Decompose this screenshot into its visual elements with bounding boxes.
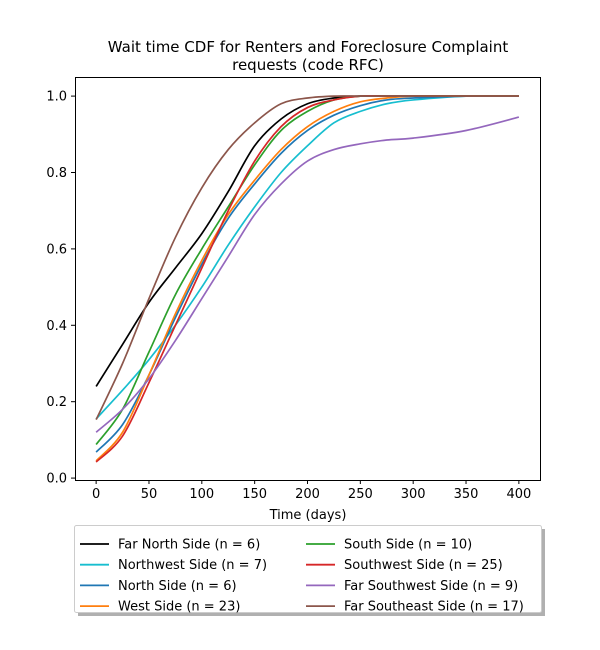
- y-tick-label: 0.6: [46, 242, 67, 257]
- y-tick-label: 0.4: [46, 319, 67, 334]
- series-line-7: [95, 95, 519, 421]
- legend-label-0: Far North Side (n = 6): [118, 538, 260, 553]
- series-line-1: [95, 94, 519, 420]
- legend-label-3: West Side (n = 23): [118, 600, 240, 615]
- y-tick-label: 0.0: [46, 472, 67, 487]
- legend-label-5: Southwest Side (n = 25): [344, 558, 503, 573]
- legend-label-7: Far Southeast Side (n = 17): [344, 600, 524, 615]
- y-tick-label: 1.0: [46, 90, 67, 105]
- x-tick-label: 400: [506, 487, 531, 502]
- y-tick-label: 0.2: [46, 395, 67, 410]
- legend-items: Far North Side (n = 6) Northwest Side (n …: [80, 538, 524, 615]
- x-tick-label: 250: [348, 487, 373, 502]
- x-tick-label: 200: [295, 487, 320, 502]
- series-line-6: [95, 116, 520, 433]
- x-tick-label: 150: [242, 487, 267, 502]
- x-axis-label: Time (days): [269, 508, 347, 523]
- plot-frame: [75, 77, 541, 481]
- legend-label-6: Far Southwest Side (n = 9): [344, 579, 518, 594]
- series-line-3: [95, 95, 519, 462]
- x-tick-label: 50: [141, 487, 158, 502]
- tick-group: 0 50 100 150 200 250 300 350 400 0.0 0.2 0.4 0.6 0.8 1…: [46, 90, 531, 502]
- series-line-0: [95, 95, 519, 387]
- x-tick-label: 100: [189, 487, 214, 502]
- legend-label-4: South Side (n = 10): [344, 538, 472, 553]
- legend-label-2: North Side (n = 6): [118, 579, 237, 594]
- legend: Far North Side (n = 6) Northwest Side (n …: [74, 525, 545, 616]
- legend-label-1: Northwest Side (n = 7): [118, 558, 267, 573]
- x-tick-label: 300: [401, 487, 426, 502]
- legend-box: [74, 525, 542, 613]
- series-line-4: [95, 94, 519, 445]
- series-line-5: [95, 94, 519, 463]
- x-tick-label: 350: [454, 487, 479, 502]
- y-tick-label: 0.8: [46, 166, 67, 181]
- chart-title-line-1: Wait time CDF for Renters and Foreclosur…: [108, 38, 509, 56]
- plot-lines: [95, 94, 520, 463]
- chart-title-line-2: requests (code RFC): [232, 56, 384, 74]
- x-tick-label: 0: [92, 487, 100, 502]
